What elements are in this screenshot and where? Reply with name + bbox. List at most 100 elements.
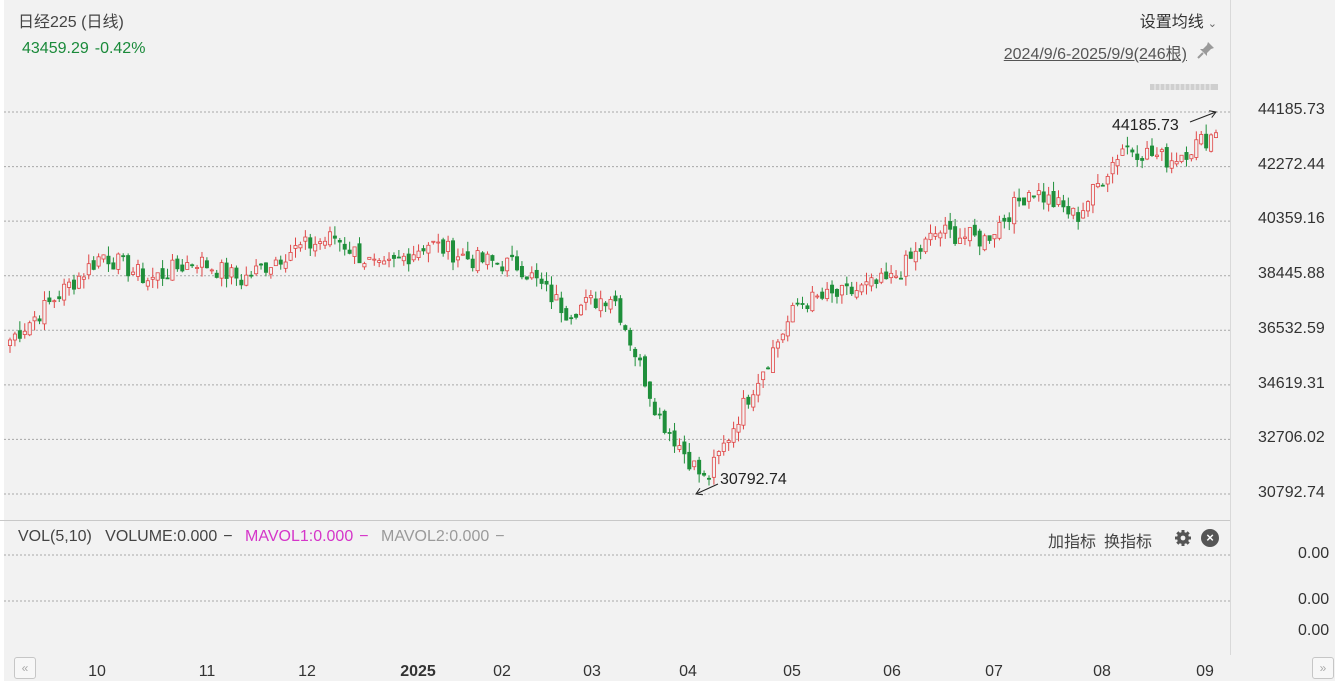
candle-body: [259, 263, 264, 266]
x-tick-label: 10: [88, 663, 106, 680]
candle: [480, 251, 485, 264]
candle: [682, 435, 687, 464]
candle: [505, 257, 510, 277]
candle-body: [1066, 206, 1071, 215]
candle: [1007, 212, 1012, 231]
candle-body: [918, 248, 923, 252]
candle-body: [352, 246, 357, 257]
candle: [490, 254, 495, 268]
candle-body: [145, 280, 150, 287]
candle-body: [652, 401, 657, 416]
candle-body: [613, 295, 618, 302]
candle-body: [1002, 217, 1007, 222]
candle-body: [140, 268, 145, 284]
candle: [879, 268, 884, 285]
candle-body: [431, 240, 436, 243]
candle-body: [485, 253, 490, 266]
candle: [268, 267, 273, 279]
candle-body: [756, 382, 761, 396]
candle-body: [278, 259, 283, 265]
candle: [224, 257, 229, 288]
candle-body: [1125, 145, 1130, 148]
candle: [106, 246, 111, 272]
candle: [1184, 146, 1189, 167]
candle-body: [1056, 197, 1061, 206]
candle: [96, 253, 101, 269]
candle-body: [800, 303, 805, 305]
candle-body: [249, 274, 254, 277]
candle-body: [1026, 192, 1031, 202]
candle: [825, 282, 830, 302]
candle: [662, 409, 667, 435]
candle-body: [697, 459, 702, 475]
ma-settings-button[interactable]: 设置均线 ⌄: [1140, 8, 1217, 32]
candle: [1154, 147, 1159, 160]
candle: [657, 407, 662, 420]
candle: [396, 250, 401, 259]
candle: [209, 268, 214, 275]
range-info[interactable]: 2024/9/6-2025/9/9(246根): [1003, 46, 1187, 63]
candle: [1169, 152, 1174, 174]
candle: [780, 333, 785, 343]
toolbar-strip-icon[interactable]: [1150, 82, 1218, 92]
candle: [716, 450, 721, 465]
left-border: [0, 0, 4, 681]
gear-icon[interactable]: [1174, 529, 1192, 547]
candle-body: [1199, 134, 1204, 145]
candle: [1209, 133, 1214, 153]
scroll-left-icon[interactable]: «: [14, 657, 36, 679]
candle-body: [347, 249, 352, 254]
candle-body: [327, 231, 332, 246]
candle-body: [682, 441, 687, 455]
candle: [1081, 202, 1086, 219]
candle-body: [1071, 207, 1076, 216]
candle: [76, 272, 81, 290]
candle-body: [195, 267, 200, 269]
add-indicator-button[interactable]: 加指标: [1048, 534, 1097, 551]
candle: [943, 216, 948, 239]
candle-body: [377, 260, 382, 263]
candle: [273, 256, 278, 267]
candle-body: [224, 262, 229, 279]
candle: [672, 422, 677, 453]
candle-body: [1036, 190, 1041, 196]
candle: [948, 212, 953, 239]
candle-body: [470, 258, 475, 269]
candle-body: [751, 394, 756, 408]
candle-body: [234, 267, 239, 279]
candle: [889, 265, 894, 284]
candle: [140, 262, 145, 284]
close-icon[interactable]: ×: [1201, 529, 1219, 547]
candle: [913, 242, 918, 271]
candle-body: [505, 257, 510, 272]
candle: [894, 270, 899, 279]
candle: [938, 230, 943, 247]
candle-body: [1130, 149, 1135, 153]
candle: [327, 226, 332, 248]
pin-icon[interactable]: [1196, 40, 1216, 60]
candle: [372, 253, 377, 266]
candle-body: [1209, 134, 1214, 152]
candle: [1194, 131, 1199, 161]
candle: [667, 428, 672, 442]
candle-body: [559, 297, 564, 314]
candle: [254, 259, 259, 276]
candle: [81, 273, 86, 289]
candle-body: [332, 235, 337, 239]
candle: [500, 260, 505, 275]
candle: [761, 371, 766, 388]
quote: 43459.29 -0.42%: [22, 40, 151, 58]
candle-body: [455, 256, 460, 261]
scroll-right-icon[interactable]: »: [1312, 657, 1334, 679]
candle-body: [879, 272, 884, 283]
candle-body: [524, 276, 529, 280]
candle: [1071, 207, 1076, 220]
candle: [618, 295, 623, 326]
candle: [549, 276, 554, 309]
candle: [613, 290, 618, 307]
y-tick-label: 44185.73: [1258, 101, 1325, 118]
candle: [529, 266, 534, 280]
candle: [1110, 156, 1115, 184]
switch-indicator-button[interactable]: 换指标: [1104, 534, 1153, 551]
